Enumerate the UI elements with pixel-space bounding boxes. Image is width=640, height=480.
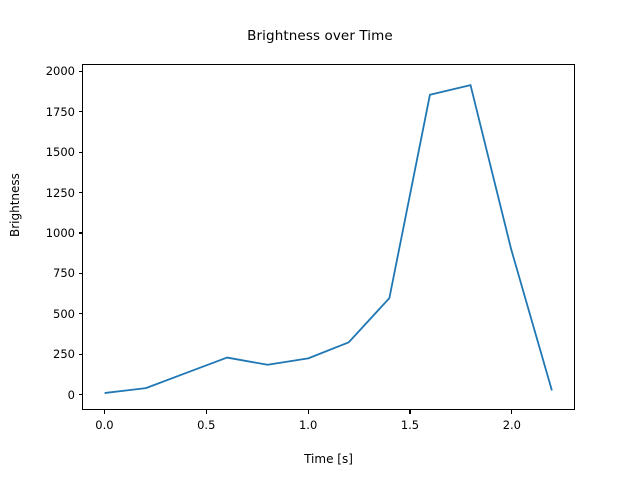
y-tick-label: 250 [53,347,75,362]
y-tick-label: 500 [53,306,75,321]
y-tick-mark [78,192,82,194]
x-tick-label: 0.0 [95,418,114,432]
y-tick-label: 1500 [45,145,75,160]
plot-canvas [83,65,574,409]
x-tick-mark [307,410,309,414]
plot-axes [82,64,575,410]
y-tick-label: 1750 [45,104,75,119]
x-tick-mark [409,410,411,414]
x-tick-label: 0.5 [197,418,216,432]
x-axis-label: Time [s] [304,452,353,466]
y-tick-mark [78,70,82,72]
x-tick-label: 1.0 [298,418,318,432]
chart-title: Brightness over Time [247,28,393,44]
y-tick-mark [78,151,82,153]
x-tick-mark [511,410,513,414]
y-tick-mark [78,394,82,396]
y-tick-label: 1250 [45,185,75,200]
y-tick-label: 2000 [45,64,75,79]
x-tick-label: 1.5 [400,418,420,432]
y-tick-mark [78,353,82,355]
y-tick-label: 1000 [45,225,75,240]
x-tick-mark [103,410,105,414]
y-tick-mark [78,313,82,315]
y-tick-mark [78,111,82,113]
y-tick-label: 750 [53,266,75,281]
y-tick-label: 0 [67,387,75,402]
x-tick-label: 2.0 [502,418,521,432]
x-tick-mark [205,410,207,414]
y-tick-mark [78,232,82,234]
brightness-line-series [105,85,551,393]
y-tick-mark [78,272,82,274]
